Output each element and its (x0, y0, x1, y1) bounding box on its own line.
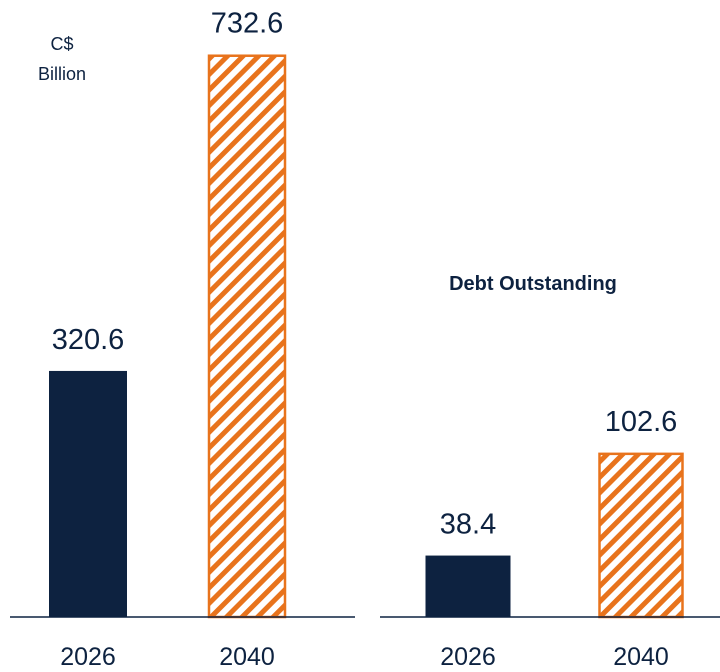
x-tick-label: 2040 (613, 643, 669, 671)
bar (49, 370, 127, 617)
value-label: 38.4 (440, 509, 496, 541)
value-label: 102.6 (605, 406, 678, 438)
bar (207, 54, 287, 619)
x-tick-label: 2040 (219, 643, 275, 671)
x-tick-label: 2026 (440, 643, 496, 671)
y-axis-label: Billion (38, 64, 86, 84)
x-tick-label: 2026 (60, 643, 116, 671)
y-axis-label: C$ (50, 34, 73, 54)
value-label: 320.6 (52, 324, 125, 356)
value-label: 732.6 (211, 8, 284, 40)
bar (425, 555, 511, 617)
chart-title: Debt Outstanding (449, 273, 617, 295)
bar (598, 452, 684, 619)
